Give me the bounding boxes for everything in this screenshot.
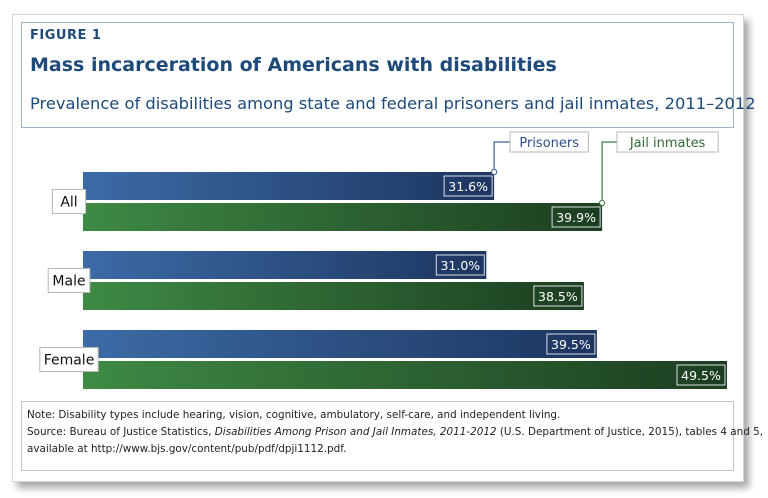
- category-label-box: [47, 268, 91, 293]
- legend-leader-line: [601, 141, 617, 203]
- jail-inmates-bar: [83, 282, 584, 310]
- value-label-box: [546, 333, 596, 355]
- category-label: All: [60, 195, 77, 211]
- source-title: Disabilities Among Prison and Jail Inmat…: [214, 426, 497, 438]
- prisoners-bar: [83, 172, 495, 200]
- value-label: 31.0%: [440, 258, 480, 273]
- category-label-box: [51, 189, 87, 214]
- bar-chart: All 31.6% 39.9% Male 31.0% 38.5% Female 39.5% 49…: [39, 131, 727, 389]
- source-prefix: Source: Bureau of Justice Statistics,: [27, 426, 215, 438]
- value-label: 39.9%: [556, 210, 596, 225]
- value-label: 31.6%: [448, 179, 488, 194]
- figure-header: FIGURE 1 Mass incarceration of Americans…: [21, 22, 756, 128]
- prisoners-bar: [83, 330, 597, 358]
- prisoners-bar: [83, 251, 487, 279]
- legend-anchor-dot: [491, 168, 498, 176]
- figure-subtitle: Prevalence of disabilities among state a…: [30, 94, 756, 113]
- legend-anchor-dot: [599, 199, 606, 207]
- jail-inmates-bar: [83, 203, 603, 231]
- legend-leader-line: [493, 141, 510, 172]
- jail-inmates-bar: [83, 361, 727, 389]
- value-label: 49.5%: [681, 368, 721, 383]
- figure-title: Mass incarceration of Americans with dis…: [30, 54, 557, 76]
- category-label-box: [39, 347, 99, 372]
- category-label: Female: [44, 353, 95, 369]
- note-text: Note: Disability types include hearing, …: [27, 409, 561, 421]
- figure-label: FIGURE 1: [30, 28, 102, 43]
- legend-box: [509, 131, 589, 153]
- legend-label: Jail inmates: [629, 136, 706, 151]
- legend-label: Prisoners: [519, 136, 579, 151]
- value-label-box: [435, 254, 485, 276]
- category-label: Male: [52, 274, 85, 290]
- figure-frame: FIGURE 1 Mass incarceration of Americans…: [12, 14, 763, 482]
- value-label-box: [533, 285, 583, 307]
- source-text: Source: Bureau of Justice Statistics, Di…: [27, 424, 763, 441]
- value-label-box: [551, 206, 601, 228]
- value-label: 38.5%: [538, 289, 578, 304]
- source-url-text: available at http://www.bjs.gov/content/…: [27, 443, 347, 455]
- source-suffix: (U.S. Department of Justice, 2015), tabl…: [496, 426, 764, 438]
- notes-box: Note: Disability types include hearing, …: [21, 401, 763, 471]
- value-label-box: [676, 364, 726, 386]
- legend-box: [616, 131, 719, 153]
- value-label-box: [443, 175, 493, 197]
- value-label: 39.5%: [551, 337, 591, 352]
